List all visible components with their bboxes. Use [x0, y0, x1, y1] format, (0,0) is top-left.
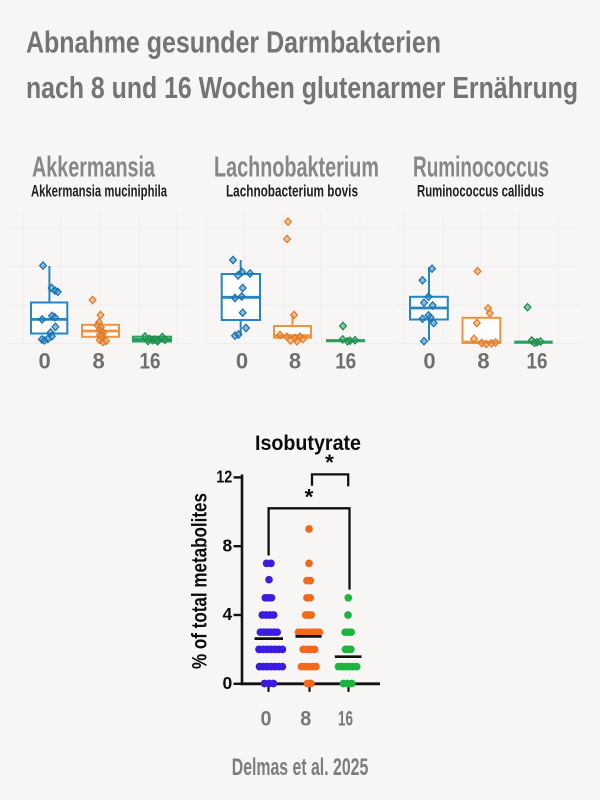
svg-text:0: 0 — [38, 349, 50, 374]
svg-text:0: 0 — [222, 673, 232, 693]
svg-text:% of total metabolites: % of total metabolites — [189, 493, 212, 669]
svg-text:4: 4 — [222, 604, 232, 624]
svg-text:*: * — [305, 484, 314, 509]
svg-text:Delmas et al. 2025: Delmas et al. 2025 — [232, 754, 369, 781]
svg-text:8: 8 — [477, 349, 489, 374]
svg-text:16: 16 — [527, 349, 548, 374]
svg-text:16: 16 — [140, 349, 161, 374]
svg-text:Akkermansia muciniphila: Akkermansia muciniphila — [31, 183, 168, 201]
svg-text:0: 0 — [261, 705, 272, 730]
svg-text:*: * — [325, 450, 334, 475]
svg-text:Isobutyrate: Isobutyrate — [255, 432, 361, 455]
svg-text:16: 16 — [335, 349, 356, 374]
svg-text:Lachnobacterium bovis: Lachnobacterium bovis — [226, 183, 358, 201]
svg-text:nach 8 und 16 Wochen glutenarm: nach 8 und 16 Wochen glutenarmer Ernähru… — [26, 70, 578, 105]
svg-text:8: 8 — [300, 705, 311, 730]
svg-text:8: 8 — [222, 535, 232, 555]
svg-text:8: 8 — [289, 349, 301, 374]
svg-text:Abnahme gesunder Darmbakterien: Abnahme gesunder Darmbakterien — [26, 25, 441, 60]
svg-text:8: 8 — [92, 349, 104, 374]
svg-text:16: 16 — [338, 705, 353, 730]
svg-text:Ruminococcus: Ruminococcus — [413, 152, 549, 184]
svg-text:12: 12 — [216, 467, 232, 487]
svg-text:0: 0 — [423, 349, 435, 374]
svg-text:Lachnobakterium: Lachnobakterium — [214, 152, 379, 184]
svg-text:Ruminococcus callidus: Ruminococcus callidus — [417, 183, 544, 201]
svg-text:0: 0 — [236, 349, 248, 374]
svg-text:Akkermansia: Akkermansia — [32, 152, 156, 184]
